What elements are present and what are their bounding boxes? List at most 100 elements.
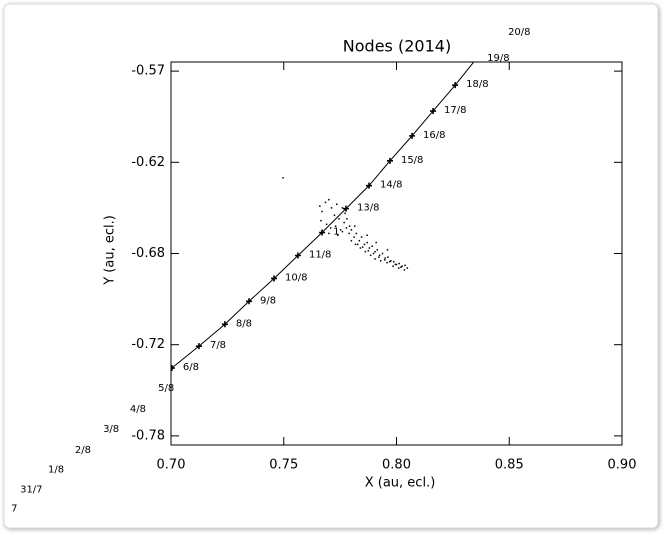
- y-tick-label: -0.78: [131, 428, 165, 443]
- point: [368, 247, 371, 249]
- point: [333, 214, 336, 216]
- node-label: 2/8: [75, 445, 91, 456]
- point: [348, 232, 350, 235]
- point: [330, 207, 333, 209]
- y-tick-label: -0.68: [131, 246, 165, 261]
- point: [394, 263, 397, 266]
- point: [341, 230, 344, 233]
- point: [388, 260, 391, 263]
- point: [335, 203, 338, 206]
- point: [346, 218, 348, 220]
- point: [404, 264, 406, 267]
- point: [393, 260, 395, 263]
- node-marker: [0, 507, 3, 513]
- point: [341, 207, 344, 209]
- x-tick-label: 0.75: [269, 458, 298, 473]
- point: [324, 201, 327, 204]
- y-tick-label: -0.62: [131, 155, 165, 170]
- point: [355, 232, 358, 235]
- point: [369, 254, 372, 257]
- point: [374, 258, 376, 260]
- point: [366, 241, 368, 244]
- track-line: [171, 62, 475, 370]
- point: [376, 249, 379, 251]
- point: [381, 252, 384, 255]
- point: [361, 246, 364, 248]
- point: [325, 223, 328, 226]
- node-label: 7: [11, 504, 17, 515]
- point: [392, 265, 394, 268]
- point: [364, 250, 367, 253]
- node-marker: [319, 229, 326, 236]
- x-tick-label: 0.85: [495, 458, 524, 473]
- point: [398, 267, 400, 269]
- point: [395, 263, 398, 266]
- node-label: 8/8: [236, 318, 252, 329]
- point: [321, 210, 323, 213]
- point: [398, 262, 400, 265]
- node-marker: [452, 82, 459, 89]
- point: [358, 239, 361, 242]
- node-label: 20/8: [508, 27, 530, 38]
- point: [367, 250, 370, 252]
- point: [350, 229, 353, 231]
- y-tick-label: -0.57: [131, 64, 165, 79]
- node-marker: [430, 108, 437, 115]
- node-marker: [195, 343, 202, 350]
- node-label: 9/8: [260, 295, 276, 306]
- node-label: 17/8: [444, 105, 466, 116]
- node-label: 1/8: [48, 465, 64, 476]
- point: [282, 177, 284, 179]
- point: [320, 219, 322, 222]
- point: [378, 254, 381, 257]
- point: [378, 256, 380, 258]
- y-axis-label: Y (au, ecl.): [103, 215, 118, 286]
- node-marker: [342, 205, 349, 212]
- point: [359, 247, 362, 249]
- point: [319, 205, 321, 207]
- point: [387, 256, 389, 258]
- point: [354, 225, 356, 227]
- point: [371, 245, 373, 247]
- x-tick-label: 0.80: [382, 458, 411, 473]
- point: [350, 239, 353, 242]
- point: [390, 260, 392, 262]
- point: [348, 225, 351, 227]
- point: [384, 259, 386, 261]
- point: [338, 218, 340, 220]
- node-marker: [365, 182, 372, 189]
- point: [379, 260, 382, 262]
- point: [401, 265, 403, 268]
- node-marker: [246, 298, 253, 305]
- node-label: 31/7: [20, 485, 42, 496]
- node-label: 18/8: [466, 79, 488, 90]
- point: [406, 267, 409, 269]
- x-axis-label: X (au, ecl.): [365, 476, 436, 491]
- point: [372, 252, 375, 255]
- node-marker: [386, 157, 393, 164]
- point: [403, 269, 406, 271]
- node-label: 1: [333, 227, 339, 238]
- node-label: 4/8: [130, 404, 146, 415]
- point: [356, 243, 359, 246]
- node-marker: [271, 275, 278, 282]
- point: [374, 250, 376, 253]
- point: [360, 236, 363, 238]
- point: [328, 232, 330, 235]
- point: [329, 227, 332, 229]
- node-marker: [171, 365, 175, 372]
- point: [353, 236, 355, 238]
- node-label: 16/8: [423, 130, 445, 141]
- point: [363, 243, 366, 246]
- node-marker: [294, 252, 301, 259]
- point: [384, 257, 386, 259]
- frame: [3, 3, 659, 529]
- point: [366, 234, 368, 237]
- node-label: 11/8: [309, 250, 331, 261]
- node-label: 5/8: [158, 383, 174, 394]
- point: [328, 198, 330, 201]
- point: [345, 227, 348, 229]
- chart-title: Nodes (2014): [343, 37, 451, 56]
- point: [386, 249, 389, 251]
